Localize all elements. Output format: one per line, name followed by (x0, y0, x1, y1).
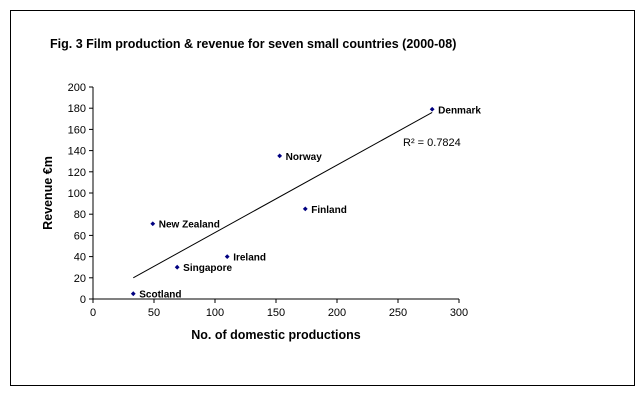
data-point-denmark (429, 106, 435, 112)
data-label-denmark: Denmark (438, 105, 481, 116)
data-point-new-zealand (150, 221, 156, 227)
tick-labels: 0 20 40 60 80 100 120 140 160 180 200 0 50 100 150 200 2… (68, 82, 469, 319)
data-point-singapore (174, 264, 180, 270)
x-tick-label: 50 (148, 307, 160, 319)
y-tick-label: 20 (74, 273, 86, 285)
x-tick-label: 150 (267, 307, 285, 319)
data-label-singapore: Singapore (183, 263, 232, 274)
y-axis-label: Revenue €m (41, 156, 55, 230)
y-tick-label: 140 (68, 146, 86, 158)
data-point-finland (302, 206, 308, 212)
y-tick-label: 0 (80, 294, 86, 306)
y-tick-label: 160 (68, 124, 86, 136)
y-tick-label: 200 (68, 82, 86, 94)
data-label-new-zealand: New Zealand (159, 220, 220, 231)
data-point-scotland (130, 291, 136, 297)
y-tick-label: 120 (68, 167, 86, 179)
x-tick-label: 0 (90, 307, 96, 319)
x-tick-label: 100 (206, 307, 224, 319)
y-tick-label: 60 (74, 230, 86, 242)
data-point-norway (277, 153, 283, 159)
data-label-finland: Finland (311, 205, 347, 216)
y-tick-label: 40 (74, 252, 86, 264)
data-point-ireland (224, 254, 230, 259)
data-label-norway: Norway (286, 152, 323, 163)
chart-frame (10, 10, 635, 386)
y-tick-label: 180 (68, 103, 86, 115)
data-label-scotland: Scotland (139, 290, 181, 301)
data-label-ireland: Ireland (233, 253, 266, 264)
chart-title: Fig. 3 Film production & revenue for sev… (50, 37, 457, 51)
x-tick-label: 200 (328, 307, 346, 319)
x-axis-label: No. of domestic productions (191, 328, 360, 342)
trendline (133, 112, 433, 279)
y-tick-label: 100 (68, 188, 86, 200)
r-squared-label: R² = 0.7824 (403, 137, 461, 149)
axes (89, 86, 460, 303)
x-tick-label: 300 (450, 307, 468, 319)
x-tick-label: 250 (389, 307, 407, 319)
y-tick-label: 80 (74, 209, 86, 221)
